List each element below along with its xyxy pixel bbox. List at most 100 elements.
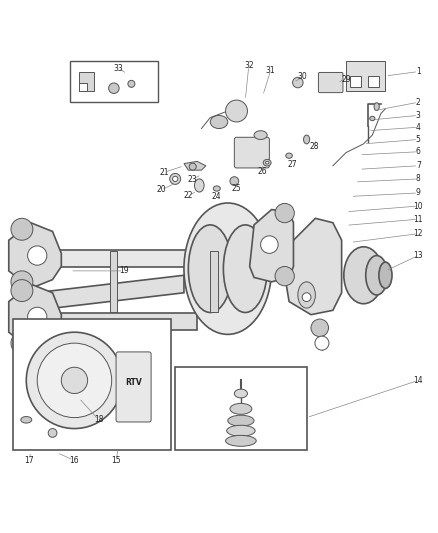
Text: 30: 30 — [297, 72, 307, 82]
Ellipse shape — [374, 103, 379, 110]
Ellipse shape — [304, 135, 310, 144]
Text: RTV: RTV — [125, 378, 142, 387]
Text: 8: 8 — [416, 174, 420, 183]
Bar — [79, 71, 94, 91]
Polygon shape — [9, 223, 61, 288]
Ellipse shape — [194, 179, 204, 192]
Ellipse shape — [226, 435, 256, 446]
Text: 14: 14 — [413, 376, 423, 385]
Text: 10: 10 — [413, 201, 423, 211]
Text: 26: 26 — [258, 166, 268, 175]
Polygon shape — [250, 209, 293, 282]
FancyBboxPatch shape — [318, 72, 343, 93]
Text: 20: 20 — [156, 185, 166, 195]
Circle shape — [261, 236, 278, 253]
FancyBboxPatch shape — [234, 138, 269, 168]
Text: 13: 13 — [413, 251, 423, 260]
Ellipse shape — [286, 153, 293, 158]
Text: 2: 2 — [416, 98, 420, 107]
Text: 17: 17 — [25, 456, 34, 465]
Bar — [175, 367, 307, 450]
Text: 22: 22 — [184, 191, 193, 200]
FancyBboxPatch shape — [254, 264, 298, 280]
Circle shape — [11, 332, 33, 354]
Circle shape — [230, 177, 239, 185]
Text: 29: 29 — [341, 75, 351, 84]
Bar — [13, 319, 171, 450]
FancyBboxPatch shape — [35, 313, 197, 330]
Polygon shape — [35, 275, 184, 310]
Polygon shape — [285, 219, 342, 314]
Ellipse shape — [170, 173, 180, 184]
Circle shape — [293, 77, 303, 88]
Text: 3: 3 — [416, 111, 421, 120]
Circle shape — [28, 307, 47, 327]
FancyBboxPatch shape — [35, 250, 197, 266]
Text: 19: 19 — [119, 266, 128, 276]
Ellipse shape — [344, 247, 383, 304]
Text: 23: 23 — [187, 175, 197, 184]
Text: 32: 32 — [244, 61, 254, 70]
Circle shape — [11, 280, 33, 302]
Ellipse shape — [210, 115, 228, 128]
Circle shape — [109, 83, 119, 93]
Bar — [368, 76, 379, 87]
Circle shape — [11, 219, 33, 240]
Circle shape — [302, 293, 311, 302]
Text: 31: 31 — [266, 66, 276, 75]
Text: 9: 9 — [416, 189, 421, 197]
Circle shape — [311, 319, 328, 336]
Circle shape — [28, 246, 47, 265]
Text: 6: 6 — [416, 147, 421, 156]
Ellipse shape — [21, 416, 32, 423]
Text: 27: 27 — [288, 160, 297, 169]
FancyBboxPatch shape — [116, 352, 151, 422]
Bar — [350, 76, 361, 87]
Text: 7: 7 — [416, 161, 421, 170]
Ellipse shape — [370, 116, 375, 120]
Circle shape — [275, 266, 294, 286]
Ellipse shape — [223, 225, 267, 312]
Circle shape — [128, 80, 135, 87]
Ellipse shape — [228, 415, 254, 426]
Ellipse shape — [230, 403, 252, 414]
Circle shape — [315, 336, 329, 350]
Polygon shape — [346, 61, 385, 91]
Text: 21: 21 — [159, 168, 169, 177]
Text: 16: 16 — [69, 456, 78, 465]
Text: 25: 25 — [232, 184, 241, 193]
Circle shape — [189, 163, 196, 170]
Text: 24: 24 — [212, 192, 222, 201]
Text: 11: 11 — [413, 215, 423, 224]
Bar — [79, 84, 87, 91]
Circle shape — [48, 429, 57, 437]
Text: 1: 1 — [416, 67, 420, 76]
Circle shape — [226, 100, 247, 122]
Circle shape — [275, 204, 294, 223]
FancyBboxPatch shape — [110, 251, 117, 312]
Text: 4: 4 — [416, 123, 421, 132]
Text: 12: 12 — [413, 229, 423, 238]
Circle shape — [11, 271, 33, 293]
Ellipse shape — [184, 203, 272, 334]
Ellipse shape — [188, 225, 232, 312]
Text: 33: 33 — [113, 63, 123, 72]
Ellipse shape — [227, 425, 255, 436]
FancyBboxPatch shape — [210, 251, 218, 312]
Ellipse shape — [37, 343, 112, 418]
Ellipse shape — [263, 159, 271, 166]
Text: 5: 5 — [416, 135, 421, 144]
Ellipse shape — [26, 332, 123, 429]
Polygon shape — [9, 284, 61, 350]
Bar — [70, 61, 158, 102]
Text: 28: 28 — [310, 142, 319, 151]
Ellipse shape — [61, 367, 88, 393]
Ellipse shape — [173, 176, 178, 182]
Text: 18: 18 — [94, 415, 103, 424]
Ellipse shape — [366, 255, 388, 295]
Ellipse shape — [265, 161, 269, 164]
Ellipse shape — [298, 282, 315, 308]
Ellipse shape — [234, 389, 247, 398]
Ellipse shape — [254, 131, 267, 140]
Polygon shape — [184, 161, 206, 170]
